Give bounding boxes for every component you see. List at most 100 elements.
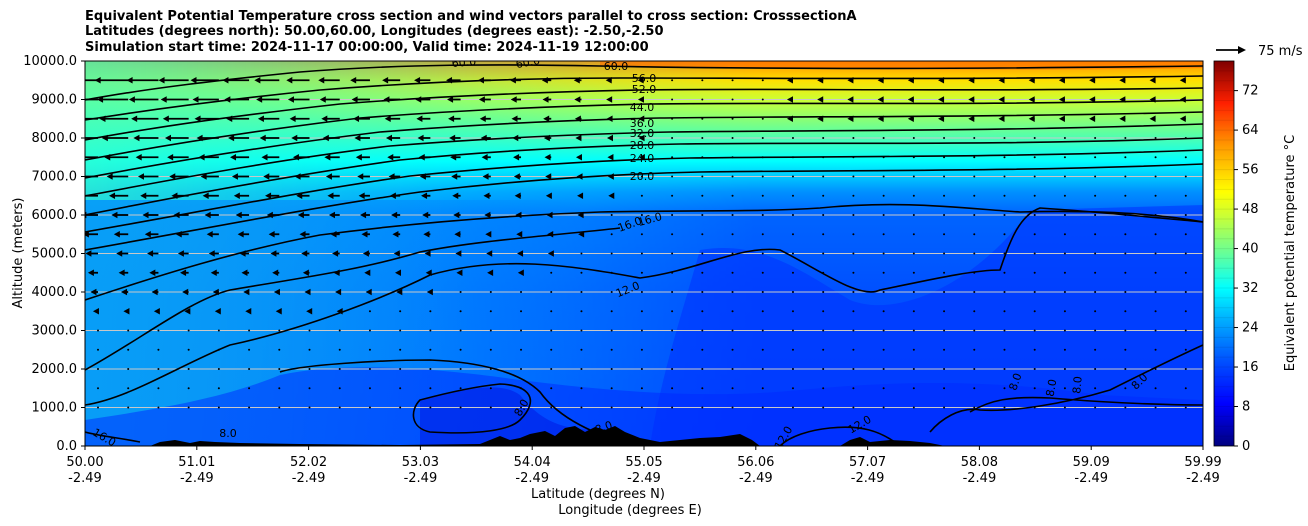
wind-arrow-dot bbox=[610, 252, 613, 255]
wind-arrow-dot bbox=[671, 214, 674, 216]
wind-arrow-dot bbox=[882, 233, 885, 236]
wind-arrow-dot bbox=[1124, 329, 1127, 332]
wind-arrow-dot bbox=[97, 387, 99, 390]
wind-arrow-dot bbox=[973, 329, 976, 332]
wind-arrow-dot bbox=[701, 117, 704, 120]
wind-arrow-dot bbox=[1063, 137, 1066, 139]
wind-arrow-dot bbox=[1003, 368, 1006, 370]
wind-arrow-head bbox=[1179, 96, 1186, 103]
wind-arrow-dot bbox=[731, 329, 734, 332]
wind-arrow-head bbox=[104, 154, 111, 161]
wind-arrow-head bbox=[113, 231, 120, 238]
wind-arrow-head bbox=[1149, 77, 1156, 84]
wind-arrow-head bbox=[425, 269, 432, 276]
wind-arrow-head bbox=[147, 250, 154, 257]
wind-arrow-head bbox=[160, 96, 167, 103]
wind-arrow-dot bbox=[368, 348, 371, 351]
x-tick-label-lon: -2.49 bbox=[515, 471, 549, 486]
wind-arrow-head bbox=[228, 134, 235, 142]
wind-arrow-head bbox=[273, 288, 280, 296]
wind-arrow-dot bbox=[187, 329, 190, 332]
wind-arrow-head bbox=[360, 211, 367, 219]
wind-arrow-dot bbox=[520, 348, 523, 351]
wind-arrow-head bbox=[131, 115, 138, 122]
wind-arrow-dot bbox=[1154, 156, 1157, 159]
wind-arrow-dot bbox=[1094, 214, 1097, 216]
wind-arrow-dot bbox=[1124, 368, 1127, 370]
wind-arrow-head bbox=[547, 250, 554, 257]
wind-arrow-dot bbox=[943, 406, 946, 409]
wind-arrow-dot bbox=[731, 252, 734, 255]
wind-arrow-head bbox=[85, 250, 92, 257]
wind-arrow-dot bbox=[912, 406, 915, 409]
wind-arrow-dot bbox=[761, 194, 764, 197]
wind-arrow-dot bbox=[308, 368, 311, 370]
wind-arrow-head bbox=[513, 154, 520, 161]
wind-arrow-dot bbox=[671, 137, 674, 139]
wind-arrow-dot bbox=[912, 348, 915, 351]
wind-arrow-head bbox=[606, 96, 613, 103]
wind-arrow-head bbox=[517, 269, 524, 276]
wind-arrow-dot bbox=[1094, 156, 1097, 159]
wind-arrow-dot bbox=[368, 310, 371, 313]
wind-arrow-head bbox=[907, 77, 914, 84]
wind-arrow-head bbox=[419, 173, 426, 180]
wind-arrow-dot bbox=[1154, 291, 1157, 293]
wind-arrow-dot bbox=[731, 214, 734, 216]
wind-arrow-dot bbox=[1154, 214, 1157, 216]
y-tick-label: 5000.0 bbox=[32, 247, 78, 262]
wind-arrow-head bbox=[231, 173, 238, 180]
wind-arrow-dot bbox=[731, 348, 734, 351]
x-tick-label-lat: 54.04 bbox=[514, 455, 551, 470]
wind-arrow-head bbox=[817, 77, 824, 84]
wind-arrow-dot bbox=[1003, 214, 1006, 216]
wind-arrow-head bbox=[998, 115, 1005, 122]
wind-arrow-head bbox=[126, 77, 133, 84]
wind-arrow-dot bbox=[701, 175, 704, 178]
wind-arrow-dot bbox=[640, 271, 643, 274]
wind-arrow-dot bbox=[520, 310, 523, 313]
wind-arrow-head bbox=[1058, 96, 1065, 103]
wind-arrow-dot bbox=[338, 387, 341, 390]
wind-arrow-head bbox=[302, 269, 309, 276]
wind-arrow-dot bbox=[1124, 387, 1127, 390]
x-tick-label-lat: 55.05 bbox=[625, 455, 662, 470]
colorbar-tick-label: 64 bbox=[1242, 123, 1259, 138]
wind-arrow-head bbox=[214, 308, 221, 315]
wind-arrow-dot bbox=[852, 387, 855, 390]
wind-arrow-head bbox=[257, 115, 264, 122]
x-tick-label-lon: -2.49 bbox=[180, 471, 214, 486]
wind-arrow-dot bbox=[368, 406, 371, 409]
wind-arrow-head bbox=[336, 308, 343, 315]
wind-arrow-head bbox=[786, 115, 793, 122]
wind-arrow-head bbox=[1119, 115, 1126, 122]
wind-arrow-dot bbox=[610, 329, 613, 332]
wind-arrow-dot bbox=[761, 156, 764, 159]
chart-title-line-1: Equivalent Potential Temperature cross s… bbox=[85, 9, 857, 24]
x-tick-label-lon: -2.49 bbox=[1186, 471, 1220, 486]
wind-arrow-dot bbox=[550, 271, 553, 274]
wind-arrow-dot bbox=[610, 214, 613, 216]
wind-arrow-head bbox=[453, 211, 460, 219]
wind-arrow-dot bbox=[1184, 406, 1187, 409]
wind-arrow-dot bbox=[1033, 252, 1036, 255]
contour-label: 16.0 bbox=[636, 210, 663, 229]
wind-arrow-dot bbox=[1184, 348, 1187, 351]
wind-arrow-head bbox=[101, 134, 108, 142]
wind-arrow-dot bbox=[368, 329, 371, 332]
wind-arrow-dot bbox=[1094, 310, 1097, 313]
wind-arrow-dot bbox=[610, 406, 613, 409]
wind-arrow-dot bbox=[791, 406, 794, 409]
wind-arrow-dot bbox=[731, 271, 734, 274]
wind-arrow-dot bbox=[1094, 387, 1097, 390]
wind-arrow-dot bbox=[912, 329, 915, 332]
wind-arrow-head bbox=[388, 173, 395, 180]
contour-label: 8.0 bbox=[219, 427, 237, 440]
wind-arrow-head bbox=[847, 115, 854, 122]
colorbar-label: Equivalent potential temperature °C bbox=[1283, 135, 1298, 371]
wind-arrow-dot bbox=[943, 348, 946, 351]
wind-arrow-dot bbox=[973, 291, 976, 293]
wind-arrow-dot bbox=[822, 214, 825, 216]
y-tick-label: 8000.0 bbox=[32, 131, 78, 146]
